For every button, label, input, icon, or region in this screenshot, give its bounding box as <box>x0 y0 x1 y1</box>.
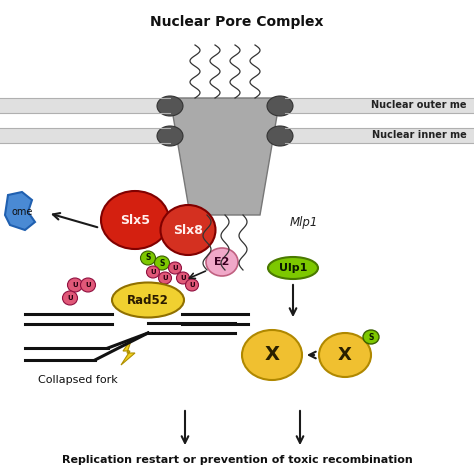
Bar <box>0 98 170 113</box>
Text: X: X <box>264 346 280 365</box>
Text: Slx5: Slx5 <box>120 213 150 227</box>
Ellipse shape <box>206 248 238 276</box>
Ellipse shape <box>140 251 155 265</box>
Bar <box>0 128 170 143</box>
Ellipse shape <box>158 272 172 284</box>
Text: S: S <box>146 254 151 263</box>
Polygon shape <box>5 192 35 230</box>
Ellipse shape <box>67 278 82 292</box>
Text: U: U <box>150 269 156 275</box>
Text: X: X <box>338 346 352 364</box>
Text: Collapsed fork: Collapsed fork <box>38 375 118 385</box>
Ellipse shape <box>268 257 318 279</box>
Ellipse shape <box>267 126 293 146</box>
Ellipse shape <box>157 126 183 146</box>
Text: U: U <box>189 282 195 288</box>
Text: U: U <box>67 295 73 301</box>
Text: Rad52: Rad52 <box>127 293 169 307</box>
Ellipse shape <box>363 330 379 344</box>
Ellipse shape <box>176 272 190 284</box>
Text: U: U <box>172 265 178 271</box>
Ellipse shape <box>101 191 169 249</box>
Ellipse shape <box>81 278 95 292</box>
Text: U: U <box>162 275 168 281</box>
Ellipse shape <box>185 279 199 291</box>
Text: Nuclear outer me: Nuclear outer me <box>372 100 467 110</box>
Ellipse shape <box>157 96 183 116</box>
Text: E2: E2 <box>214 257 230 267</box>
Bar <box>285 128 474 143</box>
Text: Slx8: Slx8 <box>173 224 203 237</box>
Ellipse shape <box>168 262 182 274</box>
Ellipse shape <box>267 96 293 116</box>
Ellipse shape <box>146 266 159 278</box>
Text: S: S <box>159 258 164 267</box>
Polygon shape <box>121 338 135 365</box>
Text: ome: ome <box>12 207 33 217</box>
Text: Ulp1: Ulp1 <box>279 263 307 273</box>
Bar <box>285 98 474 113</box>
Text: Mlp1: Mlp1 <box>290 216 319 228</box>
Text: Nuclear inner me: Nuclear inner me <box>372 130 467 140</box>
Ellipse shape <box>155 256 170 270</box>
Text: Replication restart or prevention of toxic recombination: Replication restart or prevention of tox… <box>62 455 412 465</box>
Ellipse shape <box>63 291 78 305</box>
Ellipse shape <box>242 330 302 380</box>
Polygon shape <box>170 98 280 215</box>
Ellipse shape <box>161 205 216 255</box>
Text: U: U <box>85 282 91 288</box>
Text: U: U <box>180 275 186 281</box>
Text: S: S <box>368 332 374 341</box>
Text: U: U <box>72 282 78 288</box>
Text: Nuclear Pore Complex: Nuclear Pore Complex <box>150 15 324 29</box>
Ellipse shape <box>112 283 184 318</box>
Ellipse shape <box>319 333 371 377</box>
